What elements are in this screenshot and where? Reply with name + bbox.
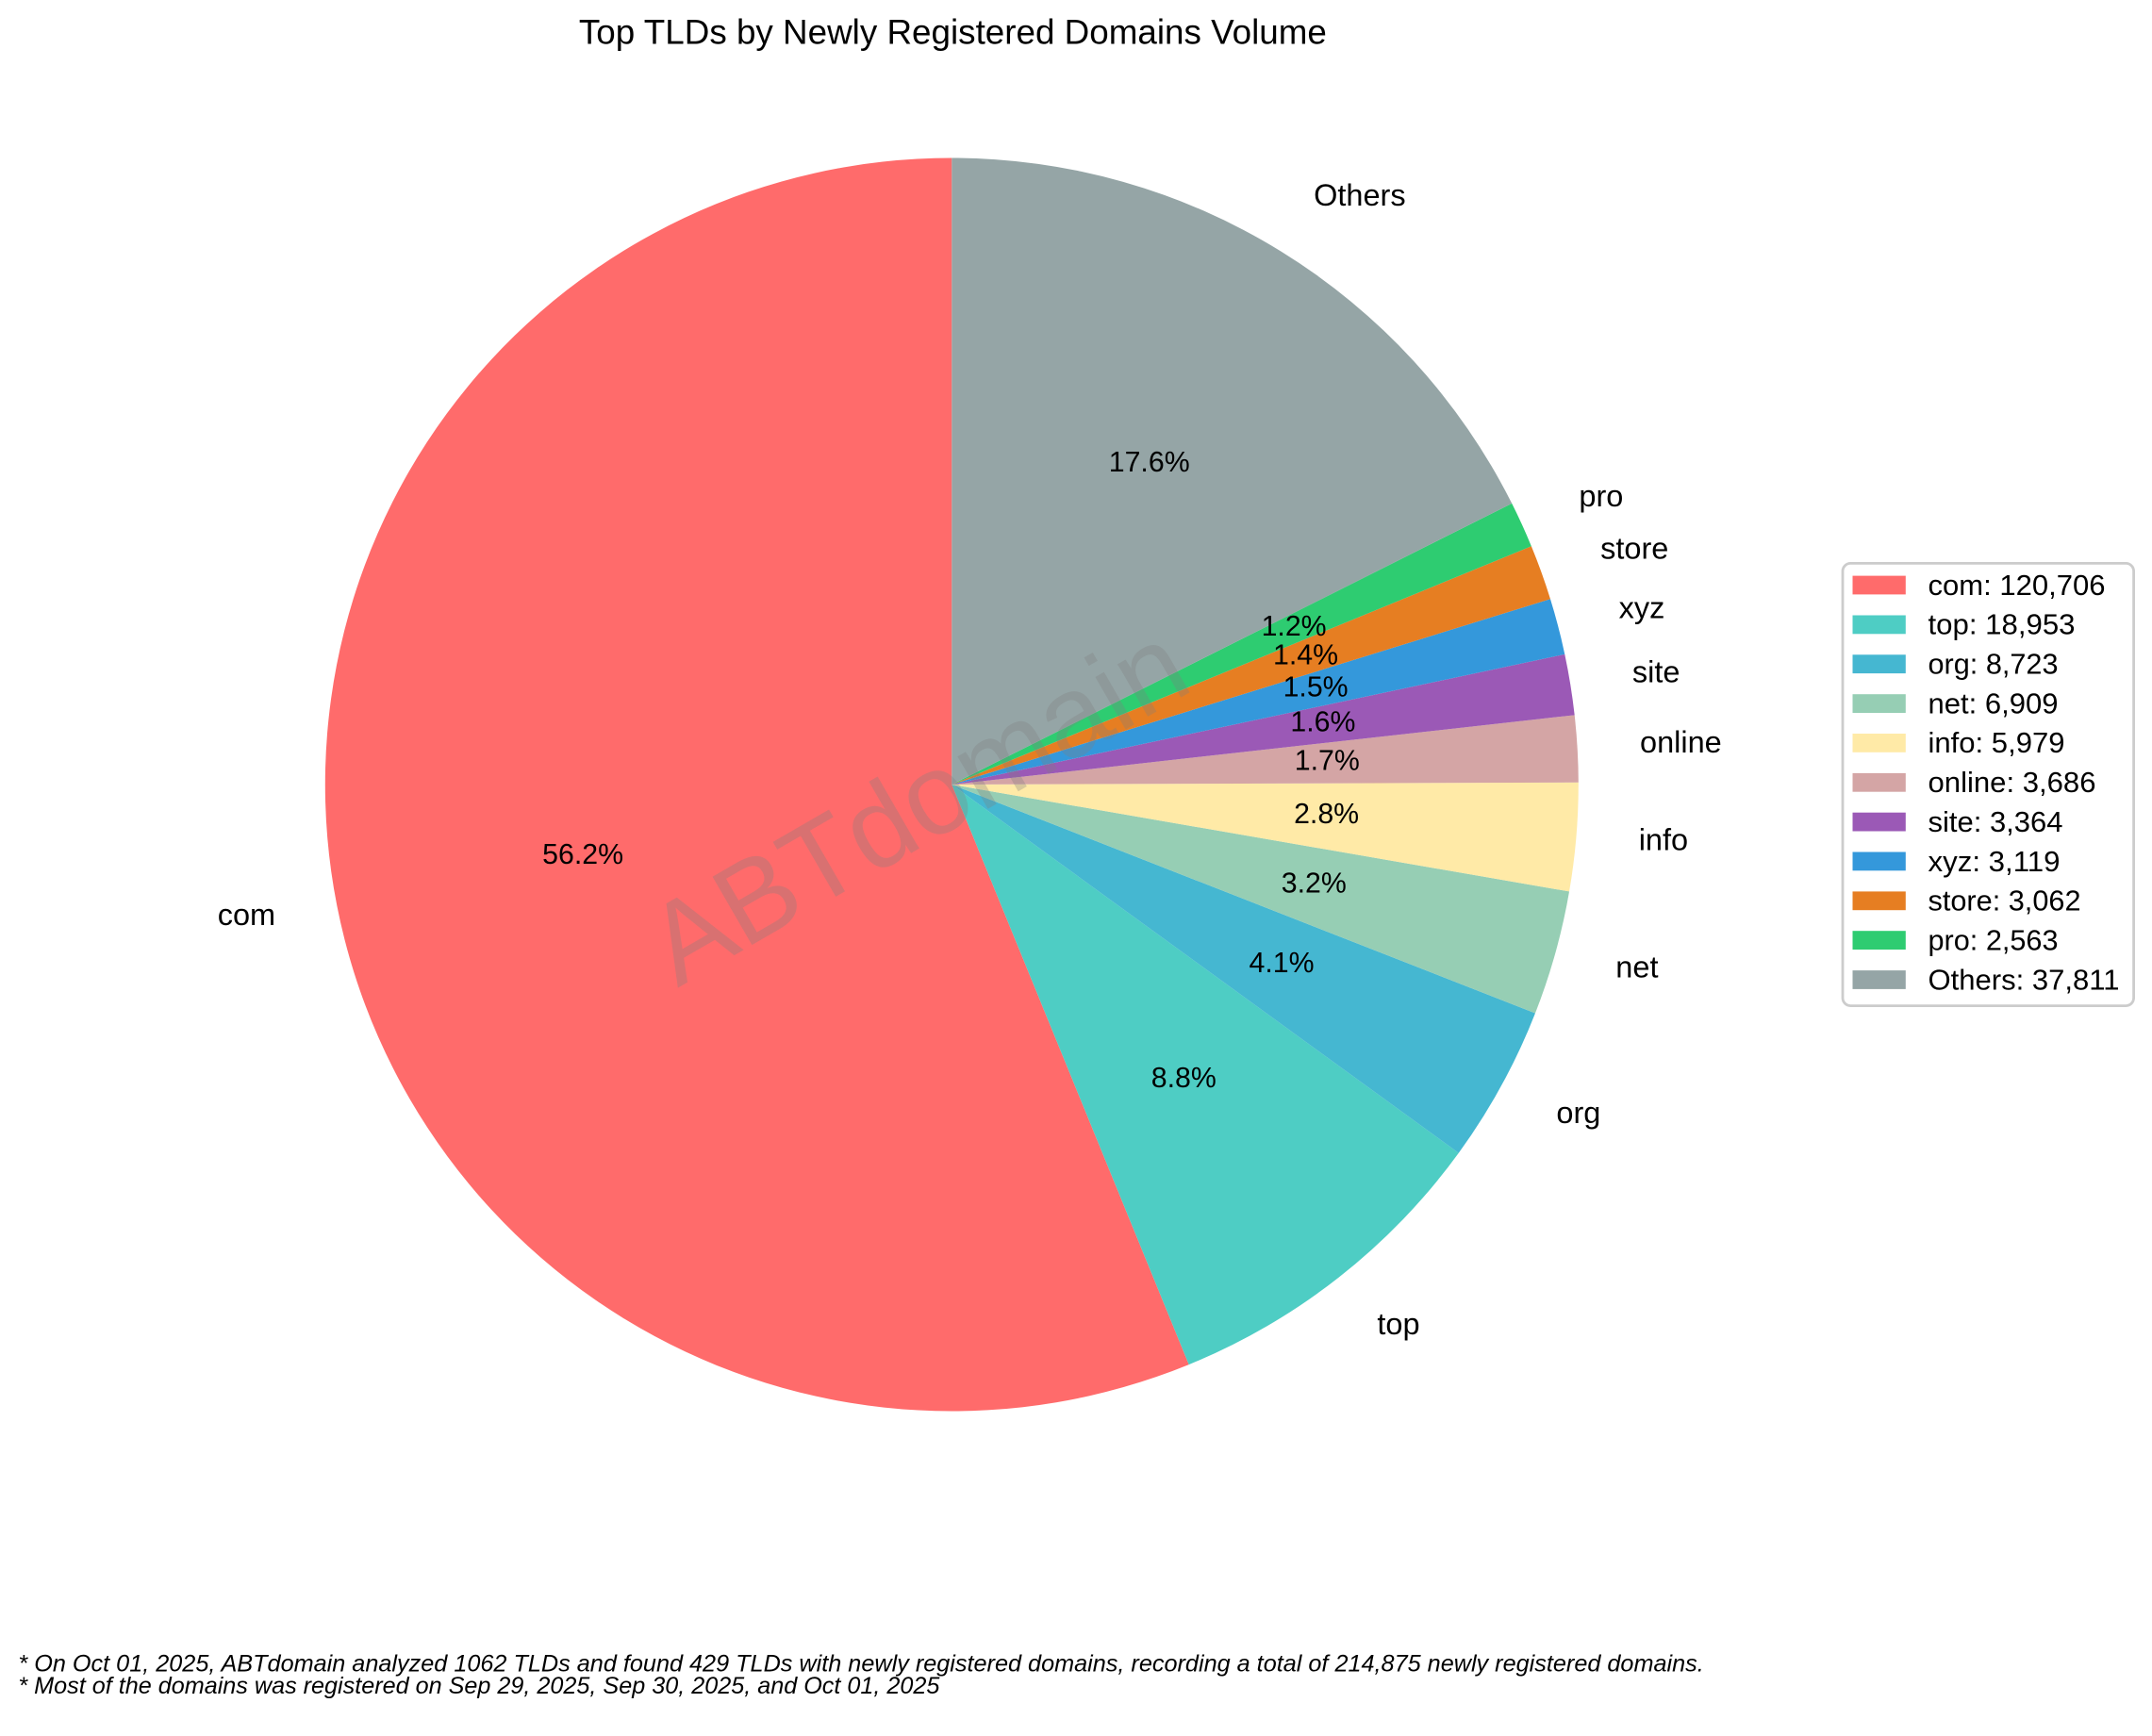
- svg-text:online: online: [1640, 725, 1722, 759]
- svg-text:com: 120,706: com: 120,706: [1929, 569, 2106, 602]
- svg-text:Others: 37,811: Others: 37,811: [1929, 963, 2120, 996]
- svg-text:net: net: [1615, 951, 1658, 984]
- svg-text:top: 18,953: top: 18,953: [1929, 608, 2076, 641]
- svg-text:net: 6,909: net: 6,909: [1929, 686, 2059, 719]
- svg-text:* On Oct 01, 2025, ABTdomain a: * On Oct 01, 2025, ABTdomain analyzed 10…: [18, 1652, 1703, 1678]
- svg-text:info: 5,979: info: 5,979: [1929, 726, 2065, 759]
- svg-text:site: site: [1632, 654, 1680, 688]
- svg-text:1.2%: 1.2%: [1262, 611, 1327, 642]
- svg-text:site: 3,364: site: 3,364: [1929, 805, 2063, 838]
- svg-text:xyz: xyz: [1619, 591, 1665, 625]
- svg-text:com: com: [218, 898, 275, 932]
- svg-text:1.6%: 1.6%: [1290, 707, 1355, 738]
- svg-text:store: store: [1600, 532, 1668, 566]
- svg-text:2.8%: 2.8%: [1294, 799, 1359, 830]
- svg-text:8.8%: 8.8%: [1151, 1063, 1217, 1094]
- svg-text:56.2%: 56.2%: [542, 839, 623, 870]
- svg-text:* Most of the domains was regi: * Most of the domains was registered on …: [18, 1674, 939, 1699]
- svg-text:pro: 2,563: pro: 2,563: [1929, 924, 2059, 957]
- svg-text:info: info: [1639, 822, 1688, 856]
- svg-text:Top TLDs by Newly Registered D: Top TLDs by Newly Registered Domains Vol…: [579, 12, 1327, 51]
- svg-text:Others: Others: [1314, 178, 1406, 212]
- svg-text:4.1%: 4.1%: [1249, 948, 1314, 979]
- svg-text:xyz: 3,119: xyz: 3,119: [1929, 845, 2061, 878]
- svg-text:online: 3,686: online: 3,686: [1929, 766, 2096, 799]
- svg-text:3.2%: 3.2%: [1282, 868, 1347, 900]
- svg-text:1.5%: 1.5%: [1283, 672, 1349, 703]
- svg-text:top: top: [1377, 1307, 1419, 1341]
- svg-text:17.6%: 17.6%: [1109, 447, 1190, 478]
- svg-text:1.7%: 1.7%: [1295, 746, 1360, 777]
- svg-text:1.4%: 1.4%: [1273, 639, 1338, 670]
- svg-text:pro: pro: [1579, 479, 1623, 513]
- svg-text:org: org: [1556, 1096, 1600, 1130]
- svg-text:org: 8,723: org: 8,723: [1929, 648, 2059, 681]
- svg-text:store: 3,062: store: 3,062: [1929, 885, 2081, 918]
